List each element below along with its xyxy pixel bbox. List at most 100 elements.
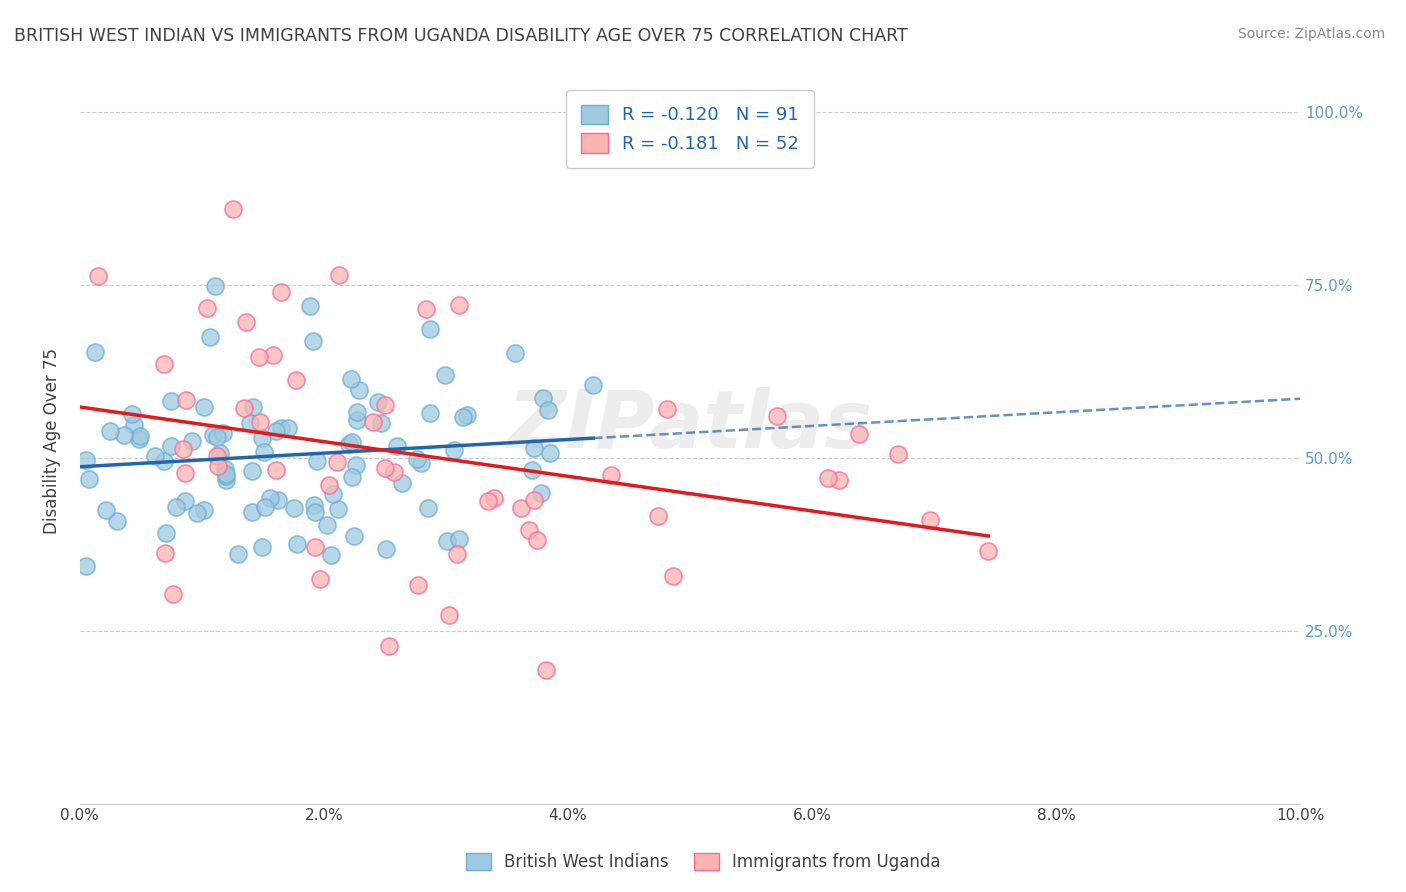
Point (121, 407, 143, 421)
Point (415, 302, 437, 317)
Point (302, 334, 325, 349)
Point (447, 298, 470, 312)
Legend: British West Indians, Immigrants from Uganda: British West Indians, Immigrants from Ug… (457, 845, 949, 880)
Point (433, 368, 456, 382)
Point (340, 434, 363, 449)
Point (344, 458, 367, 473)
Point (477, 494, 499, 508)
Point (533, 391, 555, 405)
Point (299, 299, 322, 313)
Point (367, 394, 389, 409)
Point (456, 409, 478, 423)
Point (346, 413, 368, 427)
Point (262, 348, 284, 362)
Point (215, 467, 238, 482)
Point (370, 416, 392, 430)
Point (207, 459, 229, 474)
Point (105, 515, 128, 529)
Point (215, 474, 238, 488)
Point (503, 345, 526, 359)
Legend: R = -0.120   N = 91, R = -0.181   N = 52: R = -0.120 N = 91, R = -0.181 N = 52 (567, 90, 814, 168)
Point (228, 547, 250, 561)
Point (378, 639, 401, 653)
Point (887, 447, 910, 461)
Point (315, 517, 337, 532)
Point (214, 462, 236, 476)
Point (77, 472, 100, 486)
Point (918, 513, 941, 527)
Point (128, 433, 150, 447)
Point (599, 468, 621, 483)
Point (239, 417, 262, 431)
Point (419, 406, 441, 420)
Point (523, 441, 546, 455)
Point (437, 607, 460, 622)
Point (447, 532, 470, 546)
Point (162, 587, 184, 601)
Point (264, 424, 287, 438)
Point (406, 577, 429, 591)
Y-axis label: Disability Age Over 75: Disability Age Over 75 (44, 348, 60, 533)
Point (318, 478, 340, 492)
Point (252, 431, 274, 445)
Point (391, 475, 413, 490)
Point (328, 268, 350, 283)
Point (517, 524, 540, 538)
Point (253, 500, 276, 514)
Point (145, 449, 167, 463)
Point (193, 502, 215, 516)
Point (977, 544, 1000, 558)
Text: BRITISH WEST INDIAN VS IMMIGRANTS FROM UGANDA DISABILITY AGE OVER 75 CORRELATION: BRITISH WEST INDIAN VS IMMIGRANTS FROM U… (14, 27, 908, 45)
Point (520, 463, 543, 477)
Point (343, 529, 366, 543)
Point (247, 350, 270, 364)
Point (325, 455, 347, 469)
Point (128, 429, 150, 443)
Point (181, 434, 204, 449)
Point (160, 439, 183, 453)
Point (165, 500, 187, 514)
Point (662, 569, 685, 583)
Point (419, 321, 441, 335)
Point (212, 425, 235, 440)
Point (98, 424, 121, 438)
Point (87, 268, 110, 283)
Point (411, 456, 433, 470)
Point (374, 460, 396, 475)
Point (283, 501, 305, 516)
Point (253, 445, 276, 459)
Point (277, 421, 299, 435)
Point (385, 439, 408, 453)
Point (382, 466, 405, 480)
Point (347, 383, 370, 397)
Point (319, 548, 342, 562)
Point (484, 491, 506, 506)
Point (83, 345, 105, 359)
Point (75, 559, 97, 574)
Point (374, 398, 396, 412)
Point (346, 405, 368, 419)
Point (240, 464, 263, 478)
Point (509, 501, 531, 516)
Point (285, 373, 308, 387)
Point (204, 278, 226, 293)
Point (195, 301, 218, 316)
Text: ZIPatlas: ZIPatlas (508, 387, 873, 465)
Point (530, 486, 553, 500)
Point (451, 410, 474, 425)
Point (538, 446, 561, 460)
Point (172, 442, 194, 456)
Point (122, 418, 145, 433)
Point (75, 452, 97, 467)
Point (337, 437, 360, 451)
Point (285, 537, 308, 551)
Point (259, 491, 281, 506)
Point (193, 400, 215, 414)
Point (270, 420, 292, 434)
Point (828, 473, 851, 487)
Point (537, 403, 560, 417)
Point (655, 402, 678, 417)
Point (205, 449, 228, 463)
Point (418, 501, 440, 516)
Point (155, 526, 177, 541)
